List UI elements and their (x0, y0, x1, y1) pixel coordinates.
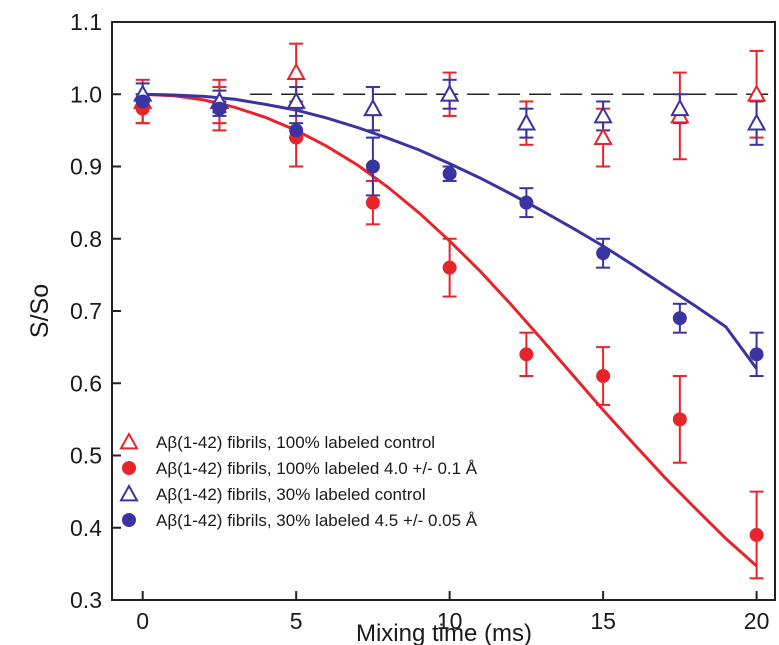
data-point-control-30 (516, 113, 537, 131)
y-axis-label: S/So (26, 284, 54, 338)
x-axis: 0 5 10 15 20 (136, 591, 769, 634)
data-point-labeled-100 (596, 369, 611, 384)
legend-item-labeled-30: Aβ(1-42) fibrils, 30% labeled 4.5 +/- 0.… (122, 511, 478, 530)
data-point-control-30 (363, 98, 383, 117)
data-point-labeled-30 (289, 123, 304, 138)
legend-label: Aβ(1-42) fibrils, 100% labeled 4.0 +/- 0… (156, 459, 478, 478)
y-axis: 0.3 0.4 0.5 0.6 0.7 0.8 0.9 1.0 1.1 (70, 9, 121, 613)
data-point-labeled-100 (365, 195, 380, 210)
data-point-labeled-100 (519, 347, 534, 362)
x-tick-label: 5 (290, 608, 303, 634)
data-point-labeled-100 (749, 527, 764, 542)
data-point-labeled-30 (212, 101, 227, 116)
data-point-control-100 (746, 84, 767, 102)
data-point-control-30 (746, 113, 767, 131)
fit-curve-labeled-30 (142, 92, 758, 370)
data-point-labeled-30 (135, 94, 150, 109)
data-point-labeled-100 (442, 260, 457, 275)
y-tick-label: 0.7 (70, 298, 102, 324)
legend-label: Aβ(1-42) fibrils, 30% labeled control (156, 485, 426, 504)
x-tick-label: 15 (590, 608, 616, 634)
x-axis-label: Mixing time (ms) (356, 620, 532, 645)
data-point-labeled-30 (749, 347, 764, 362)
legend-item-control-30: Aβ(1-42) fibrils, 30% labeled control (119, 483, 426, 504)
data-point-control-30 (286, 91, 306, 109)
y-tick-label: 0.3 (70, 587, 102, 613)
legend-label: Aβ(1-42) fibrils, 30% labeled 4.5 +/- 0.… (156, 511, 478, 530)
data-point-control-30 (670, 98, 690, 117)
x-tick-label: 0 (136, 608, 149, 634)
data-point-control-30 (593, 105, 613, 124)
x-tick-label: 10 (437, 608, 463, 634)
legend-label: Aβ(1-42) fibrils, 100% labeled control (156, 433, 435, 452)
legend-marker (122, 461, 136, 475)
data-point-labeled-30 (365, 159, 380, 174)
legend-marker (122, 513, 136, 527)
data-point-control-100 (593, 127, 613, 145)
data-point-control-100 (286, 62, 306, 80)
data-point-labeled-30 (519, 195, 534, 210)
x-tick-label: 20 (744, 608, 770, 634)
y-tick-label: 1.1 (70, 9, 102, 35)
y-tick-label: 0.5 (70, 443, 102, 469)
legend-item-labeled-100: Aβ(1-42) fibrils, 100% labeled 4.0 +/- 0… (122, 459, 478, 478)
y-tick-label: 0.9 (70, 154, 102, 180)
legend-item-control-100: Aβ(1-42) fibrils, 100% labeled control (119, 431, 435, 452)
data-point-labeled-30 (596, 246, 611, 261)
legend: Aβ(1-42) fibrils, 100% labeled control Aβ… (119, 431, 478, 530)
y-tick-label: 0.4 (70, 515, 102, 541)
y-tick-label: 0.8 (70, 226, 102, 252)
data-point-control-30 (439, 84, 460, 102)
y-tick-label: 0.6 (70, 370, 102, 396)
legend-marker (119, 431, 139, 450)
marker-layer (132, 62, 767, 542)
y-tick-label: 1.0 (70, 81, 102, 107)
data-point-labeled-30 (442, 166, 457, 181)
data-point-labeled-30 (672, 311, 687, 326)
data-point-labeled-100 (672, 412, 687, 427)
legend-marker (119, 483, 139, 502)
